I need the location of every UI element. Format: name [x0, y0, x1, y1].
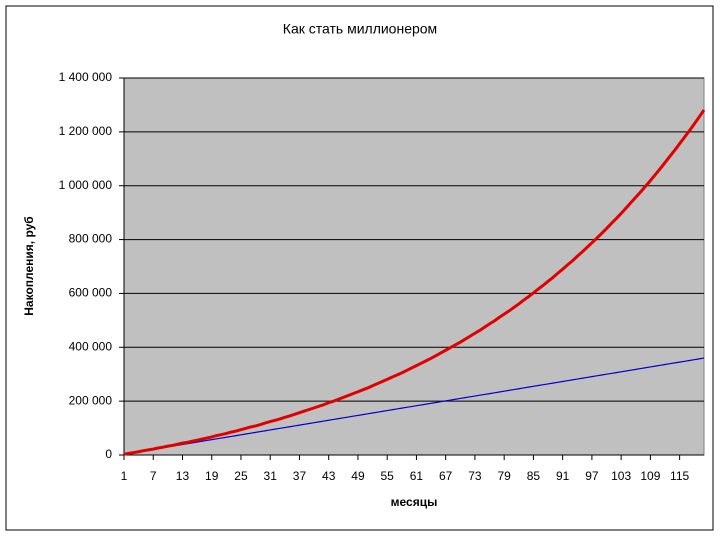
x-tick-label: 13 [176, 469, 190, 483]
y-tick-label: 1 200 000 [59, 124, 113, 138]
x-tick-label: 109 [640, 469, 660, 483]
x-tick-label: 103 [611, 469, 631, 483]
plot-area [123, 77, 705, 456]
x-tick-label: 43 [322, 469, 336, 483]
x-tick-label: 73 [468, 469, 482, 483]
y-tick-label: 200 000 [69, 393, 113, 407]
y-tick-label: 600 000 [69, 286, 113, 300]
x-tick-label: 85 [527, 469, 541, 483]
y-axis-label: Накопления, руб [22, 216, 36, 315]
x-tick-label: 19 [205, 469, 219, 483]
x-tick-label: 115 [670, 469, 689, 483]
x-tick-label: 91 [556, 469, 570, 483]
chart-title: Как стать миллионером [283, 21, 437, 37]
x-axis-label: месяцы [391, 495, 438, 509]
x-tick-label: 1 [121, 469, 128, 483]
y-tick-label: 1 000 000 [59, 178, 113, 192]
y-tick-label: 0 [105, 447, 112, 461]
x-tick-label: 61 [410, 469, 424, 483]
x-tick-label: 55 [381, 469, 395, 483]
x-tick-label: 25 [234, 469, 248, 483]
x-tick-label: 37 [293, 469, 307, 483]
x-tick-label: 97 [585, 469, 599, 483]
x-tick-label: 67 [439, 469, 453, 483]
x-tick-label: 31 [264, 469, 278, 483]
x-tick-label: 49 [351, 469, 365, 483]
y-tick-label: 1 400 000 [59, 70, 113, 84]
x-tick-label: 79 [497, 469, 511, 483]
series-line [123, 357, 705, 455]
x-tick-label: 7 [150, 469, 157, 483]
y-tick-label: 800 000 [69, 232, 113, 246]
y-tick-label: 400 000 [69, 339, 113, 353]
series-line [123, 109, 706, 456]
